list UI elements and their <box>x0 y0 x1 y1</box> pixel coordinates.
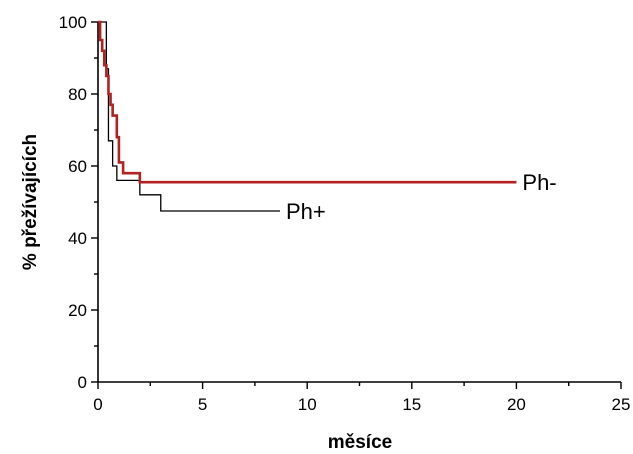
x-tick-label: 10 <box>298 395 317 414</box>
series-label-ph-minus: Ph- <box>522 170 556 195</box>
x-ticks: 0 5 10 15 20 25 <box>93 382 630 414</box>
y-tick-label: 60 <box>68 157 87 176</box>
y-axis-title: % přežívajících <box>20 134 41 270</box>
y-tick-label: 100 <box>59 13 87 32</box>
x-tick-label: 15 <box>402 395 421 414</box>
x-tick-label: 5 <box>198 395 207 414</box>
series-group: Ph+ Ph- <box>98 20 557 224</box>
x-tick-label: 0 <box>93 395 102 414</box>
y-tick-label: 40 <box>68 229 87 248</box>
series-label-ph-plus: Ph+ <box>286 199 326 224</box>
x-tick-label: 25 <box>612 395 631 414</box>
axes: 0 5 10 15 20 25 0 20 40 60 80 100 <box>59 13 631 414</box>
x-axis-title: měsíce <box>328 432 392 453</box>
x-tick-label: 20 <box>507 395 526 414</box>
y-tick-label: 20 <box>68 301 87 320</box>
series-line-ph-minus <box>98 20 517 184</box>
y-tick-label: 0 <box>78 373 87 392</box>
y-tick-label: 80 <box>68 85 87 104</box>
y-ticks: 0 20 40 60 80 100 <box>59 13 98 392</box>
